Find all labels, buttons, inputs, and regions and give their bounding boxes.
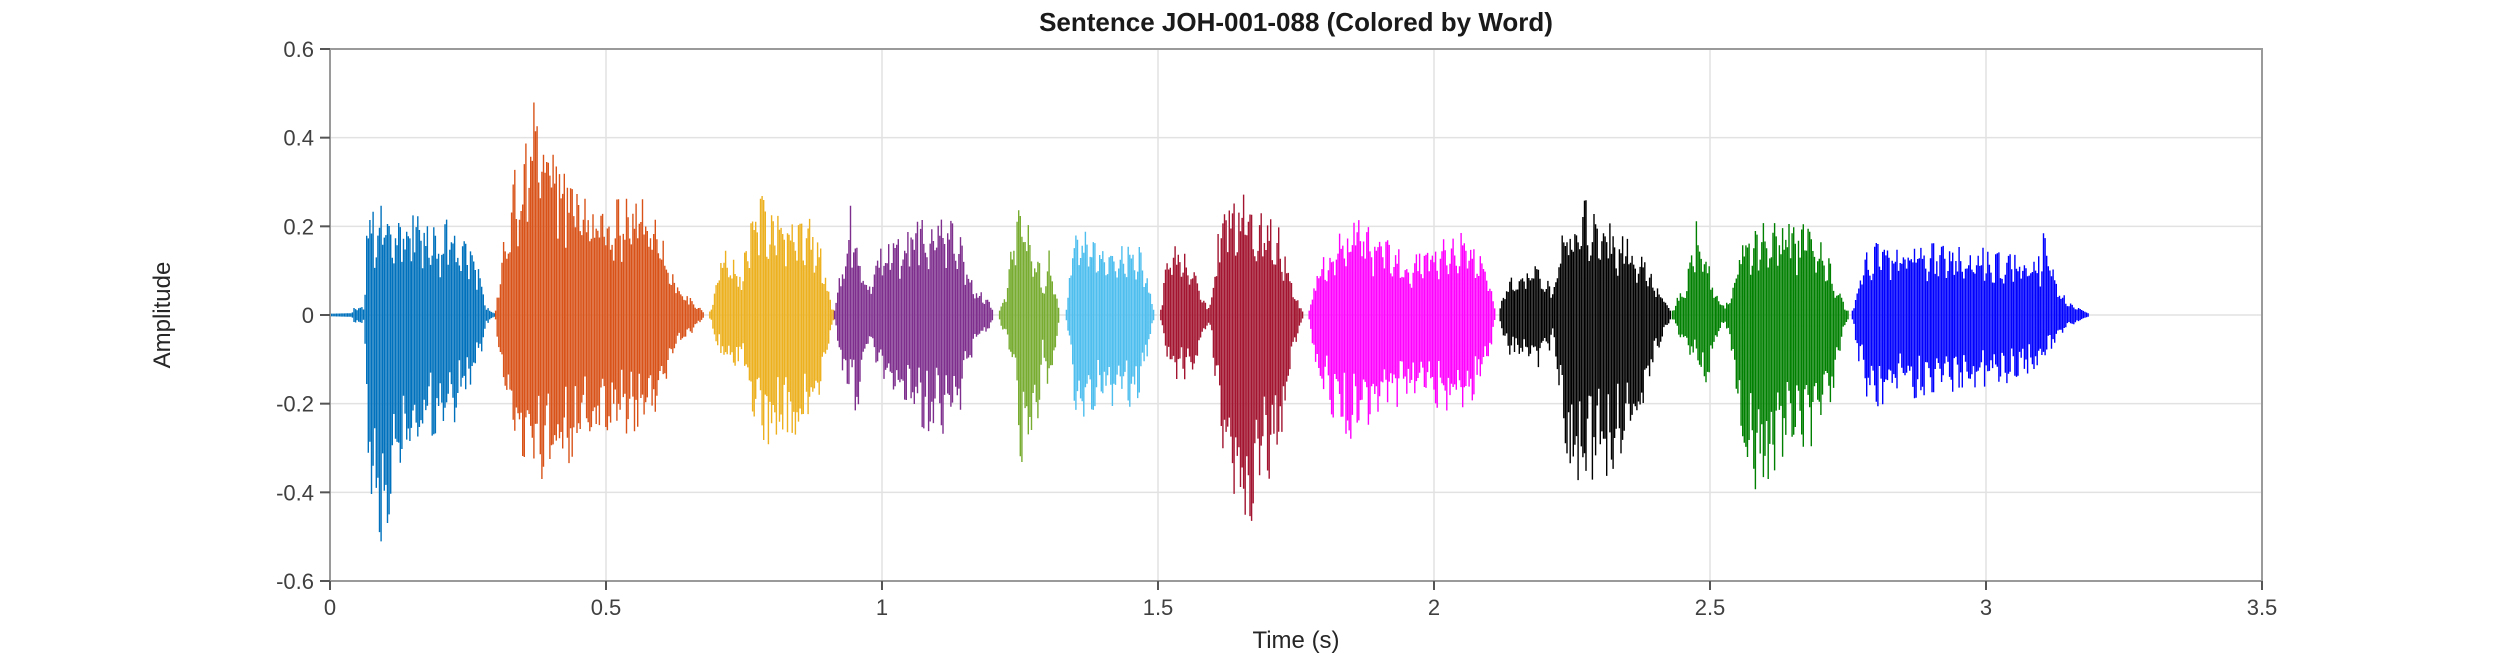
waveform-segment-word-4 <box>833 205 994 434</box>
waveform-segment-word-2 <box>494 102 704 479</box>
plot-title: Sentence JOH-001-088 (Colored by Word) <box>1039 7 1553 37</box>
tick-marks <box>320 48 2263 590</box>
x-tick-label: 3 <box>1980 595 1992 620</box>
tick-labels: 0 0.5 1 1.5 2 2.5 3 3.5 -0.6 -0.4 -0.2 0 0.2 0.4 0.6 <box>276 37 2277 620</box>
x-tick-label: 2.5 <box>1695 595 1726 620</box>
x-tick-label: 0.5 <box>591 595 622 620</box>
x-tick-label: 2 <box>1428 595 1440 620</box>
waveform-segment-word-5 <box>998 210 1060 462</box>
y-tick-label: -0.2 <box>276 392 314 417</box>
waveform-segment-word-11 <box>1851 233 2089 407</box>
y-tick-label: 0.4 <box>283 126 314 151</box>
waveform-segment-word-6 <box>1065 231 1155 417</box>
x-tick-label: 1 <box>876 595 888 620</box>
x-axis-label: Time (s) <box>1252 627 1339 654</box>
y-tick-label: -0.6 <box>276 569 314 594</box>
waveform-segment-word-7 <box>1160 194 1304 521</box>
x-tick-label: 1.5 <box>1143 595 1174 620</box>
waveform-segment-word-10 <box>1671 221 1849 490</box>
x-tick-label: 3.5 <box>2247 595 2278 620</box>
x-tick-label: 0 <box>324 595 336 620</box>
y-axis-label: Amplitude <box>149 262 176 369</box>
waveform-segment-word-1 <box>329 205 496 542</box>
waveform-segment-word-3 <box>709 196 835 445</box>
y-tick-label: 0.2 <box>283 214 314 239</box>
y-tick-label: 0 <box>302 303 314 328</box>
waveform-layer <box>329 102 2089 542</box>
y-tick-label: -0.4 <box>276 480 314 505</box>
y-tick-label: 0.6 <box>283 37 314 62</box>
waveform-segment-word-9 <box>1499 200 1671 481</box>
waveform-segment-word-8 <box>1308 220 1496 439</box>
